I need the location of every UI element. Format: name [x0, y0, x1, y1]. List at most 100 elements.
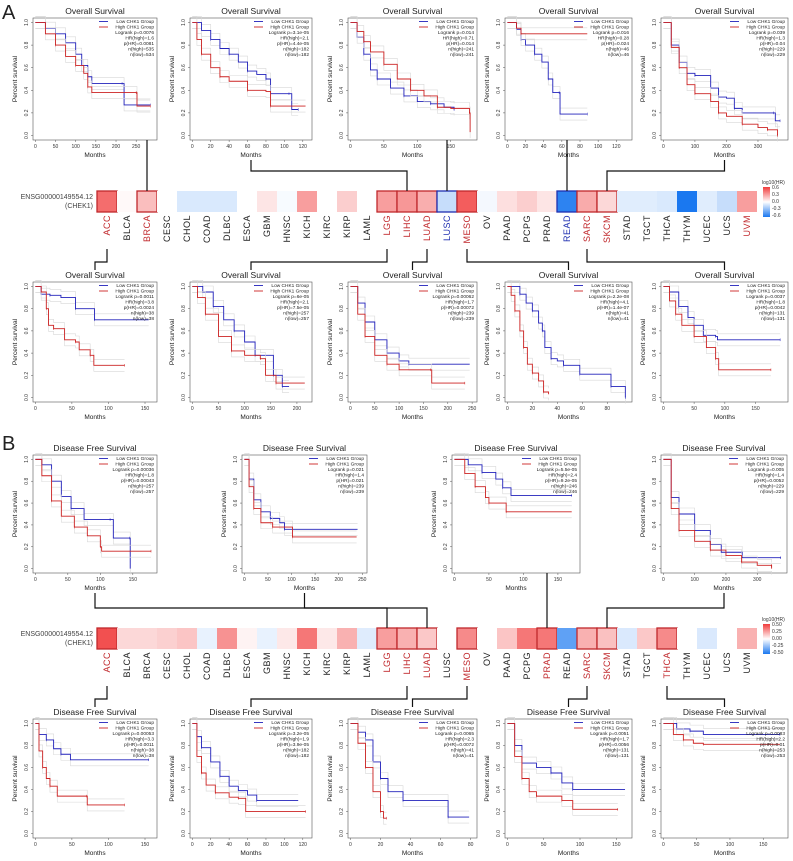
heatmap-cell-blca [117, 628, 137, 649]
stat-line: HR(high)=1.7 [445, 300, 474, 306]
legend-entry: High CHK1 Group [270, 289, 309, 295]
confidence-band-upper [244, 453, 358, 524]
heatmap-cell-paad [497, 191, 517, 212]
cancer-label-hnsc: HNSC [282, 652, 292, 680]
y-axis-label: Percent survival [169, 55, 176, 102]
stat-line: Logrank p=5.5e-05 [537, 467, 578, 473]
heatmap-cell-prad [536, 627, 558, 650]
y-tick-label: 0.2 [181, 109, 187, 116]
cancer-label-kirp: KIRP [342, 215, 352, 238]
x-tick-label: 0 [34, 577, 37, 583]
cancer-label-tgct: TGCT [642, 652, 652, 679]
y-tick-label: 0.4 [181, 349, 187, 356]
cancer-label-lusc: LUSC [442, 652, 452, 678]
legend-entry: Low CHK1 Group [747, 19, 785, 25]
y-tick-label: 0.4 [652, 786, 658, 793]
y-tick-label: 0.4 [24, 87, 30, 94]
y-axis-label: Percent survival [431, 490, 438, 537]
survival-curve-low [192, 22, 299, 110]
plot-title: Disease Free Survival [474, 443, 557, 453]
x-tick-label: 0 [349, 842, 352, 848]
survival-curve-low [454, 458, 572, 496]
stat-line: Logrank p=0.016 [593, 30, 629, 36]
stat-line: n(high)=41 [606, 311, 629, 317]
cancer-label-esca: ESCA [242, 215, 252, 242]
confidence-band-upper [35, 717, 125, 800]
x-tick-label: 100 [104, 842, 113, 848]
x-tick-label: 20 [208, 144, 214, 150]
y-tick-label: 1.0 [181, 283, 187, 290]
x-tick-label: 100 [280, 842, 289, 848]
plot-frame [32, 718, 158, 839]
confidence-band-lower [350, 729, 470, 824]
cancer-label-acc: ACC [102, 215, 112, 236]
confidence-band-upper [35, 16, 151, 100]
cancer-label-acc: ACC [102, 652, 112, 673]
cancer-label-lgg: LGG [382, 215, 392, 236]
heatmap-cell-pcpg [517, 628, 537, 649]
heatmap-cell-paad [497, 628, 517, 649]
y-tick-label: 0.2 [233, 543, 239, 550]
gene-symbol-label: (CHEK1) [65, 640, 93, 647]
stat-line: n(high)=131 [603, 748, 629, 754]
stat-line: p(HR)=0.0072 [444, 742, 475, 748]
y-tick-label: 0.6 [443, 499, 449, 506]
x-tick-label: 50 [53, 144, 59, 150]
y-tick-label: 0.6 [181, 327, 187, 334]
y-tick-label: 0.8 [233, 478, 239, 485]
y-tick-label: 0.0 [443, 565, 449, 572]
y-tick-label: 0.0 [496, 132, 502, 139]
plot-title: Disease Free Survival [53, 443, 136, 453]
plot-frame [189, 718, 313, 839]
stat-line: n(low)=46 [608, 52, 630, 58]
y-tick-label: 0.2 [496, 109, 502, 116]
x-tick-label: 250 [132, 144, 141, 150]
heatmap-cell-ucec [697, 628, 717, 649]
x-tick-label: 60 [245, 144, 251, 150]
stat-line: HR(high)=1.6 [125, 36, 154, 42]
x-tick-label: 20 [523, 144, 529, 150]
cancer-label-luad: LUAD [422, 215, 432, 241]
colorbar-tick: 0.00 [772, 636, 782, 642]
plot-title: Overall Survival [383, 6, 443, 16]
cancer-label-brca: BRCA [142, 215, 152, 242]
confidence-band-lower [663, 729, 780, 741]
plot-title: Overall Survival [65, 6, 125, 16]
heatmap-cell-coad [197, 191, 217, 212]
confidence-band-lower [192, 292, 290, 393]
confidence-band-upper [507, 16, 588, 29]
legend-entry: High CHK1 Group [270, 25, 309, 31]
colorbar [763, 624, 770, 654]
x-tick-label: 250 [358, 577, 367, 583]
cancer-label-brca: BRCA [142, 652, 152, 679]
y-tick-label: 0.2 [652, 372, 658, 379]
stat-line: Logrank p=3.1e-05 [269, 30, 310, 36]
x-tick-label: 120 [299, 144, 308, 150]
cancer-label-ov: OV [482, 652, 492, 666]
legend-entry: High CHK1 Group [435, 25, 474, 31]
legend-entry: Low CHK1 Group [436, 283, 474, 289]
cancer-label-stad: STAD [622, 215, 632, 240]
y-tick-label: 1.0 [24, 456, 30, 463]
y-tick-label: 0.0 [24, 132, 30, 139]
y-tick-label: 0.0 [233, 565, 239, 572]
connector-line-skcm [606, 160, 726, 191]
x-tick-label: 0 [34, 406, 37, 412]
heatmap-cell-lihc [396, 190, 418, 213]
colorbar-tick: 0.0 [772, 199, 779, 205]
y-tick-label: 0.2 [339, 372, 345, 379]
survival-curve-high [663, 285, 771, 371]
heatmap-cell-hnsc [277, 628, 297, 649]
plot-frame [32, 17, 158, 141]
stat-line: p(HR)=3.9e-05 [277, 742, 309, 748]
connector-line-acc [94, 249, 108, 270]
x-axis-label: Months [240, 414, 262, 421]
y-tick-label: 0.2 [339, 808, 345, 815]
cancer-label-kich: KICH [302, 652, 312, 676]
y-axis-label: Percent survival [327, 318, 334, 365]
survival-plot-brca: Overall Survival 0.0 0.2 0.4 0.6 0.8 1.0 Percen… [12, 6, 158, 191]
x-tick-label: 50 [486, 577, 492, 583]
x-axis-label: Months [402, 850, 424, 857]
survival-curve-low [192, 285, 290, 387]
cancer-label-read: READ [562, 652, 572, 679]
